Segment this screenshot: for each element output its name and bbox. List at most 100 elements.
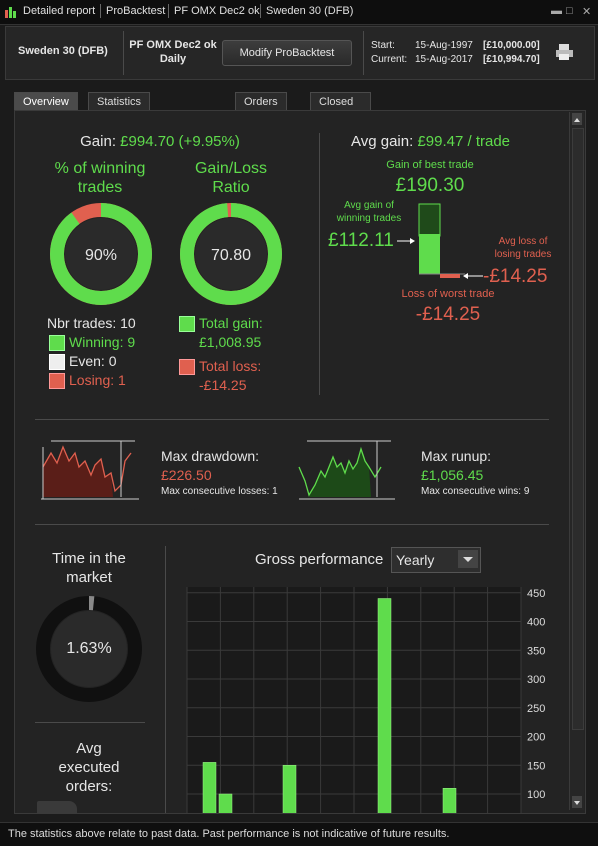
winning-swatch (49, 335, 65, 351)
market-title: Time in the market (29, 549, 149, 587)
current-date: 15-Aug-2017 (415, 54, 473, 65)
gross-bar[interactable] (202, 762, 217, 814)
total-gain-label: Total gain: (199, 315, 263, 331)
avg-gain-line: Avg gain: £99.47 / trade (351, 133, 510, 150)
worst-trade-value: -£14.25 (415, 304, 481, 325)
disclaimer-bar: The statistics above relate to past data… (0, 822, 598, 846)
y-tick-label: 350 (527, 645, 545, 657)
total-gain-value: £1,008.95 (199, 334, 262, 350)
scroll-down-icon[interactable] (572, 796, 582, 808)
y-tick-label: 150 (527, 760, 545, 772)
worst-trade-label: Loss of worst trade (401, 288, 495, 300)
tab-instrument[interactable]: Sweden 30 (DFB) (266, 5, 354, 17)
avg-win-label-line1: Avg gain of (344, 200, 394, 211)
drawdown-value: £226.50 (161, 467, 212, 483)
drawdown-sparkline (41, 440, 139, 500)
gross-bar[interactable] (377, 598, 392, 815)
section-divider (319, 133, 320, 395)
start-date: 15-Aug-1997 (415, 40, 473, 51)
avg-win-label: Avg gain of winning trades (321, 199, 417, 225)
avg-win-label-line2: winning trades (336, 213, 402, 224)
scroll-thumb[interactable] (572, 128, 584, 730)
y-tick-label: 250 (527, 703, 545, 715)
y-tick-label: 400 (527, 617, 545, 629)
losing-count: Losing: 1 (69, 372, 126, 388)
runup-value: £1,056.45 (421, 467, 484, 483)
minimize-icon[interactable]: ▬ (551, 5, 562, 17)
system-name: PF OMX Dec2 ok (129, 39, 217, 51)
tab-overview[interactable]: Overview (14, 92, 78, 113)
start-label: Start: (371, 40, 395, 51)
runup-consecutive: Max consecutive wins: 9 (421, 486, 530, 497)
gl-ratio-value: 70.80 (210, 247, 252, 264)
chevron-down-icon[interactable] (458, 550, 478, 568)
current-label: Current: (371, 54, 408, 65)
even-swatch (49, 354, 65, 370)
current-value: [£10,994.70] (483, 54, 540, 65)
best-trade-label: Gain of best trade (386, 159, 474, 171)
orders-title: Avg executed orders: (29, 739, 149, 796)
tab-probacktest[interactable]: ProBacktest (106, 5, 166, 17)
total-gain-swatch (179, 316, 195, 332)
vertical-scrollbar[interactable] (569, 112, 584, 810)
gain-label: Gain: (80, 133, 116, 150)
drawdown-consecutive: Max consecutive losses: 1 (161, 486, 278, 497)
period-select[interactable]: Yearly (391, 547, 481, 573)
winning-pct-donut (50, 203, 152, 305)
winning-count: Winning: 9 (69, 334, 136, 350)
gain-line: Gain: £994.70 (+9.95%) (15, 133, 305, 150)
orders-title-line2: executed (58, 759, 120, 776)
app-icon (4, 5, 18, 19)
orders-title-line1: Avg (76, 740, 102, 757)
period-select-value: Yearly (396, 552, 435, 568)
gl-ratio-title: Gain/Loss Ratio (171, 159, 291, 197)
drawdown-title: Max drawdown: (161, 448, 260, 464)
market-title-line2: market (66, 569, 112, 586)
row-divider-1 (35, 419, 549, 420)
tab-statistics-closed-trades[interactable]: Statistics of closed trades (88, 92, 151, 144)
y-tick-label: 200 (527, 732, 545, 744)
gross-bar[interactable] (442, 788, 457, 814)
total-loss-label: Total loss: (199, 358, 262, 374)
gl-ratio-title-line1: Gain/Loss (194, 160, 268, 177)
y-tick-label: 100 (527, 789, 545, 801)
orders-icon (37, 801, 77, 813)
gl-ratio-title-line2: Ratio (212, 179, 250, 196)
gain-value: £994.70 (+9.95%) (120, 133, 240, 150)
restore-icon[interactable]: □ (566, 5, 573, 17)
nbr-trades: Nbr trades: 10 (47, 315, 136, 331)
print-icon[interactable] (555, 43, 575, 66)
winning-pct-title: % of winning trades (40, 159, 160, 197)
avg-trade-bars (397, 203, 483, 279)
total-loss-swatch (179, 359, 195, 375)
avg-loss-label-line1: Avg loss of (498, 236, 548, 247)
modify-probacktest-button[interactable]: Modify ProBacktest (222, 40, 352, 66)
gross-performance-chart: 100 150 200 250 300 350 400 450 (186, 587, 545, 815)
gross-bar[interactable] (218, 793, 233, 814)
disclaimer-text: The statistics above relate to past data… (8, 828, 450, 840)
scroll-up-icon[interactable] (572, 113, 582, 125)
winning-pct-title-line2: trades (77, 179, 123, 196)
market-title-line1: Time in the (52, 550, 126, 567)
avg-loss-label-line2: losing trades (494, 249, 552, 260)
gl-ratio-donut (180, 203, 282, 305)
close-icon[interactable]: ✕ (582, 6, 592, 18)
avg-loss-value: -£14.25 (483, 266, 548, 287)
left-divider (35, 722, 145, 723)
best-trade-value: £190.30 (395, 175, 465, 196)
tab-orders-list[interactable]: Orders list (235, 92, 287, 126)
overview-panel: Gain: £994.70 (+9.95%) % of winning trad… (14, 110, 586, 814)
tab-closed-positions-list[interactable]: Closed positions list (310, 92, 372, 144)
orders-title-line3: orders: (65, 778, 113, 795)
total-loss-value: -£14.25 (199, 377, 247, 393)
tab-detailed-report[interactable]: Detailed report (23, 5, 96, 17)
gross-bar[interactable] (282, 765, 297, 814)
y-tick-label: 300 (527, 674, 545, 686)
runup-sparkline (298, 440, 395, 500)
tab-system-name[interactable]: PF OMX Dec2 ok (174, 5, 260, 17)
avg-loss-label: Avg loss of losing trades (475, 235, 571, 261)
y-tick-label: 450 (527, 588, 545, 600)
runup-title: Max runup: (421, 448, 492, 464)
start-value: [£10,000.00] (483, 40, 540, 51)
avg-gain-value: £99.47 / trade (417, 133, 511, 150)
